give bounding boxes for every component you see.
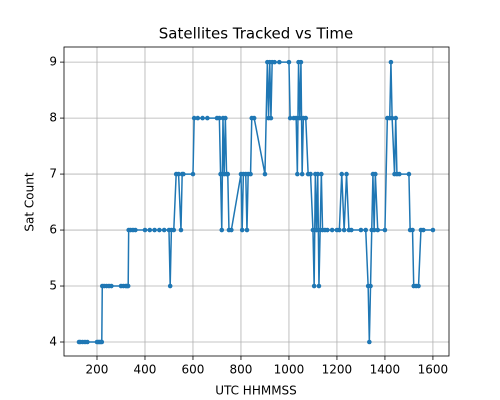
x-tick-label: 1200 (322, 363, 353, 377)
data-point (393, 115, 399, 121)
y-tick-label: 5 (49, 279, 57, 293)
data-point (147, 227, 153, 233)
data-point (319, 171, 324, 177)
data-point (85, 339, 90, 345)
data-point (329, 227, 335, 233)
data-point (133, 227, 138, 233)
x-tick-label: 600 (182, 363, 205, 377)
data-point (367, 339, 372, 345)
x-tick-label: 200 (86, 363, 109, 377)
data-point (251, 115, 257, 121)
data-point (311, 283, 317, 289)
plot-frame (63, 46, 450, 357)
y-tick-label: 7 (49, 167, 57, 181)
data-point (337, 227, 342, 233)
data-point (358, 227, 364, 233)
data-point (109, 283, 114, 289)
data-point (161, 227, 167, 233)
data-point (373, 171, 378, 177)
data-point (219, 227, 225, 233)
data-point (277, 59, 282, 65)
data-point (142, 227, 148, 233)
y-tick-label: 6 (49, 223, 57, 237)
x-tick-label: 400 (134, 363, 157, 377)
data-point (368, 283, 373, 289)
y-axis-label: Sat Count (23, 172, 37, 231)
data-point (248, 171, 253, 177)
data-point (286, 59, 292, 65)
data-point (325, 227, 330, 233)
data-point (225, 171, 231, 177)
data-point (244, 227, 250, 233)
data-point (262, 171, 268, 177)
data-point (316, 283, 322, 289)
data-point (176, 171, 181, 177)
data-point (388, 59, 394, 65)
data-point (217, 115, 222, 121)
data-point (416, 283, 421, 289)
data-point (314, 227, 319, 233)
data-point (99, 339, 105, 345)
data-point (382, 227, 388, 233)
data-point (157, 227, 162, 233)
data-point (344, 171, 349, 177)
data-point (430, 227, 436, 233)
data-point (308, 171, 313, 177)
data-point (268, 115, 274, 121)
x-tick-label: 800 (230, 363, 253, 377)
data-point (295, 171, 300, 177)
data-point (191, 115, 197, 121)
data-point (152, 227, 157, 233)
data-point (125, 283, 131, 289)
data-point (371, 227, 377, 233)
y-tick-label: 8 (49, 111, 57, 125)
data-point (339, 171, 345, 177)
data-point (200, 115, 205, 121)
data-point (239, 227, 245, 233)
data-point (287, 115, 293, 121)
data-point (272, 59, 277, 65)
data-point (293, 115, 299, 121)
x-tick-label: 1000 (274, 363, 305, 377)
y-tick-label: 9 (49, 55, 57, 69)
data-point (363, 227, 369, 233)
data-point (297, 115, 303, 121)
data-point (229, 227, 234, 233)
data-point (341, 227, 347, 233)
data-point (299, 171, 305, 177)
data-point (205, 115, 210, 121)
data-point (421, 227, 426, 233)
data-point (375, 227, 381, 233)
y-tick-label: 4 (49, 335, 57, 349)
data-point (389, 115, 395, 121)
x-tick-label: 1400 (370, 363, 401, 377)
data-point (397, 171, 402, 177)
data-point (310, 227, 316, 233)
data-point (349, 227, 354, 233)
chart-title: Satellites Tracked vs Time (159, 25, 353, 43)
data-point (167, 283, 173, 289)
data-point (190, 171, 196, 177)
data-point (315, 171, 321, 177)
data-point (223, 115, 228, 121)
data-point (171, 227, 177, 233)
data-point (218, 171, 223, 177)
data-point (195, 115, 201, 121)
data-point (178, 227, 184, 233)
data-point (406, 171, 412, 177)
plot (76, 59, 436, 345)
data-point (303, 115, 309, 121)
data-point (298, 59, 304, 65)
data-point (181, 171, 186, 177)
x-tick-label: 1600 (418, 363, 449, 377)
data-point (410, 227, 415, 233)
x-axis-label: UTC HHMMSS (215, 384, 297, 398)
